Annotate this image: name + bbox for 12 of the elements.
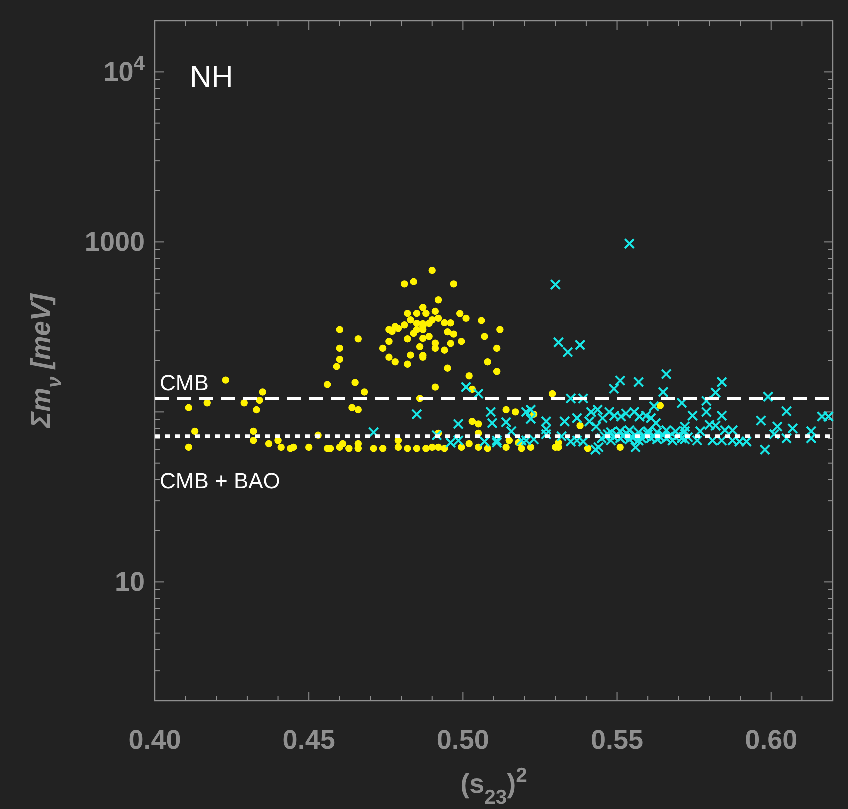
- x-tick-label: 0.50: [436, 725, 490, 755]
- ref-line-label: CMB + BAO: [160, 468, 280, 494]
- x-tick-label: 0.45: [282, 725, 336, 755]
- y-tick-label: 10: [114, 567, 145, 598]
- ref-line-label: CMB: [160, 370, 209, 396]
- y-tick-label: 10$^{4}$: [104, 53, 146, 88]
- x-tick-label: 0.55: [590, 725, 644, 755]
- y-tick-label: 1000: [84, 227, 145, 258]
- x-axis-title: (s$_{23}$)$^{2}$: [460, 765, 528, 809]
- x-tick-label: 0.40: [128, 725, 182, 755]
- x-tick-label: 0.60: [745, 725, 798, 755]
- annotation: NH: [190, 61, 234, 94]
